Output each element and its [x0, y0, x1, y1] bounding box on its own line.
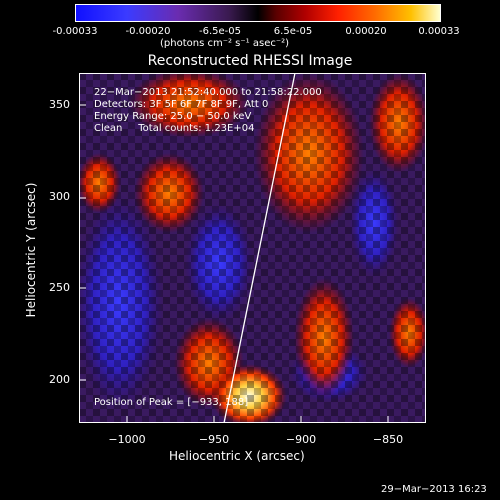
y-tick-label: 350 [49, 98, 70, 111]
colorbar-tick: 0.00033 [418, 26, 460, 37]
solar-limb-line [223, 73, 296, 423]
peak-position: Position of Peak = [−933, 188] [94, 397, 249, 408]
y-tick-label: 200 [49, 373, 70, 386]
colorbar [75, 4, 441, 22]
plot-title: Reconstructed RHESSI Image [147, 53, 353, 69]
x-tick-label: −1000 [108, 433, 146, 446]
colorbar-tick: 6.5e-05 [273, 26, 313, 37]
colorbar-units: (photons cm⁻² s⁻¹ asec⁻²) [160, 38, 290, 49]
x-tick-label: −900 [285, 433, 317, 446]
colorbar-tick: -0.00020 [125, 26, 171, 37]
info-energy: Energy Range: 25.0 − 50.0 keV [94, 111, 252, 122]
x-tick-label: −950 [198, 433, 230, 446]
y-axis-label: Heliocentric Y (arcsec) [24, 182, 38, 318]
colorbar-tick: 0.00020 [345, 26, 387, 37]
info-time: 22−Mar−2013 21:52:40.000 to 21:58:22.000 [94, 87, 322, 98]
info-detectors: Detectors: 3F 5F 6F 7F 8F 9F, Att 0 [94, 99, 269, 110]
rhessi-image [79, 73, 426, 423]
x-axis-label: Heliocentric X (arcsec) [169, 449, 305, 463]
info-clean: Clean Total counts: 1.23E+04 [94, 123, 255, 134]
x-tick-label: −850 [372, 433, 404, 446]
colorbar-tick: -6.5e-05 [199, 26, 241, 37]
y-tick-label: 250 [49, 281, 70, 294]
y-tick-label: 300 [49, 190, 70, 203]
colorbar-tick: -0.00033 [52, 26, 98, 37]
footer-timestamp: 29−Mar−2013 16:23 [381, 484, 487, 495]
